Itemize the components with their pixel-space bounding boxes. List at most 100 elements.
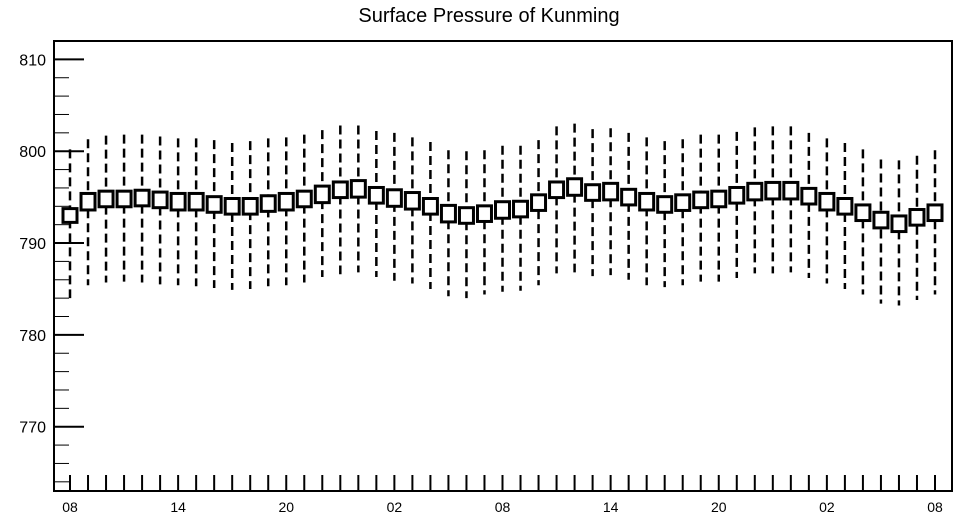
box-mark — [97, 189, 115, 209]
box-mark — [692, 190, 710, 210]
box-point — [926, 150, 944, 295]
box-point — [295, 134, 313, 283]
box-point — [331, 125, 349, 275]
box-point — [548, 126, 566, 274]
box-mark — [710, 189, 728, 209]
y-tick-label: 800 — [19, 144, 46, 161]
box-mark — [872, 210, 890, 230]
box-point — [710, 134, 728, 282]
box-point — [494, 145, 511, 292]
box-mark — [602, 181, 620, 202]
box-mark — [818, 191, 836, 212]
box-point — [439, 150, 457, 297]
y-axis: 770 780 790 800 810 — [19, 40, 84, 483]
box-point — [620, 132, 638, 280]
box-point — [512, 145, 530, 291]
box-mark — [115, 189, 133, 209]
box-mark — [566, 177, 584, 197]
box-point — [169, 138, 187, 286]
box-point — [349, 125, 367, 273]
box-mark — [800, 186, 818, 206]
x-tick-label: 08 — [927, 499, 943, 515]
box-mark — [512, 199, 530, 219]
box-mark — [782, 180, 800, 201]
box-mark — [439, 203, 457, 224]
box-mark — [313, 184, 331, 205]
box-mark — [277, 191, 295, 212]
box-point — [115, 134, 133, 282]
box-point — [692, 134, 710, 282]
box-mark — [890, 214, 908, 234]
box-point — [367, 131, 385, 278]
x-tick-label: 20 — [278, 499, 294, 515]
box-point — [79, 139, 97, 286]
box-point — [818, 138, 836, 284]
box-mark — [403, 191, 421, 211]
box-mark — [620, 187, 638, 207]
box-mark — [728, 185, 746, 205]
box-mark — [764, 180, 782, 201]
box-mark — [61, 207, 79, 224]
box-point — [602, 128, 620, 276]
box-point — [854, 149, 872, 295]
box-point — [151, 136, 169, 285]
box-point — [313, 130, 331, 278]
y-tick-label: 810 — [19, 52, 46, 69]
x-tick-label: 20 — [711, 499, 727, 515]
box-mark — [295, 189, 313, 209]
box-point — [205, 140, 223, 289]
box-point — [638, 137, 656, 286]
box-mark — [349, 179, 367, 199]
box-mark — [259, 194, 277, 213]
box-mark — [674, 193, 692, 212]
box-mark — [367, 185, 385, 205]
box-mark — [854, 203, 872, 223]
box-point — [223, 142, 241, 290]
box-mark — [169, 191, 187, 212]
box-point — [656, 141, 674, 288]
box-point — [277, 137, 295, 286]
x-tick-label: 02 — [387, 499, 403, 515]
box-point — [872, 159, 890, 304]
x-tick-label: 02 — [819, 499, 835, 515]
y-tick-label: 790 — [19, 236, 46, 253]
box-mark — [151, 190, 169, 210]
box-point — [728, 131, 746, 278]
box-mark — [638, 191, 656, 212]
box-point — [890, 160, 908, 306]
box-point — [584, 129, 602, 277]
box-mark — [926, 203, 944, 223]
box-mark — [241, 197, 259, 216]
box-mark — [908, 208, 926, 227]
box-mark — [133, 188, 151, 208]
box-mark — [385, 188, 403, 208]
x-tick-label: 14 — [603, 499, 619, 515]
box-point — [800, 132, 818, 278]
box-point — [836, 142, 854, 289]
box-series — [61, 123, 944, 306]
x-tick-label: 08 — [62, 499, 78, 515]
box-point — [475, 150, 493, 295]
box-mark — [457, 206, 475, 225]
y-tick-label: 780 — [19, 328, 46, 345]
box-point — [566, 123, 584, 273]
box-mark — [530, 193, 548, 212]
box-mark — [656, 195, 674, 214]
box-point — [674, 139, 692, 286]
box-point — [457, 151, 475, 299]
box-point — [133, 134, 151, 283]
box-point — [908, 155, 926, 300]
box-point — [241, 141, 259, 289]
box-mark — [79, 191, 97, 212]
box-mark — [584, 183, 602, 202]
box-point — [187, 138, 205, 287]
box-mark — [205, 195, 223, 214]
box-mark — [746, 181, 764, 202]
chart-title: Surface Pressure of Kunming — [358, 5, 619, 27]
box-point — [764, 126, 782, 274]
y-tick-label: 770 — [19, 420, 46, 437]
box-mark — [421, 197, 439, 216]
box-point — [97, 135, 115, 283]
box-mark — [331, 180, 349, 200]
